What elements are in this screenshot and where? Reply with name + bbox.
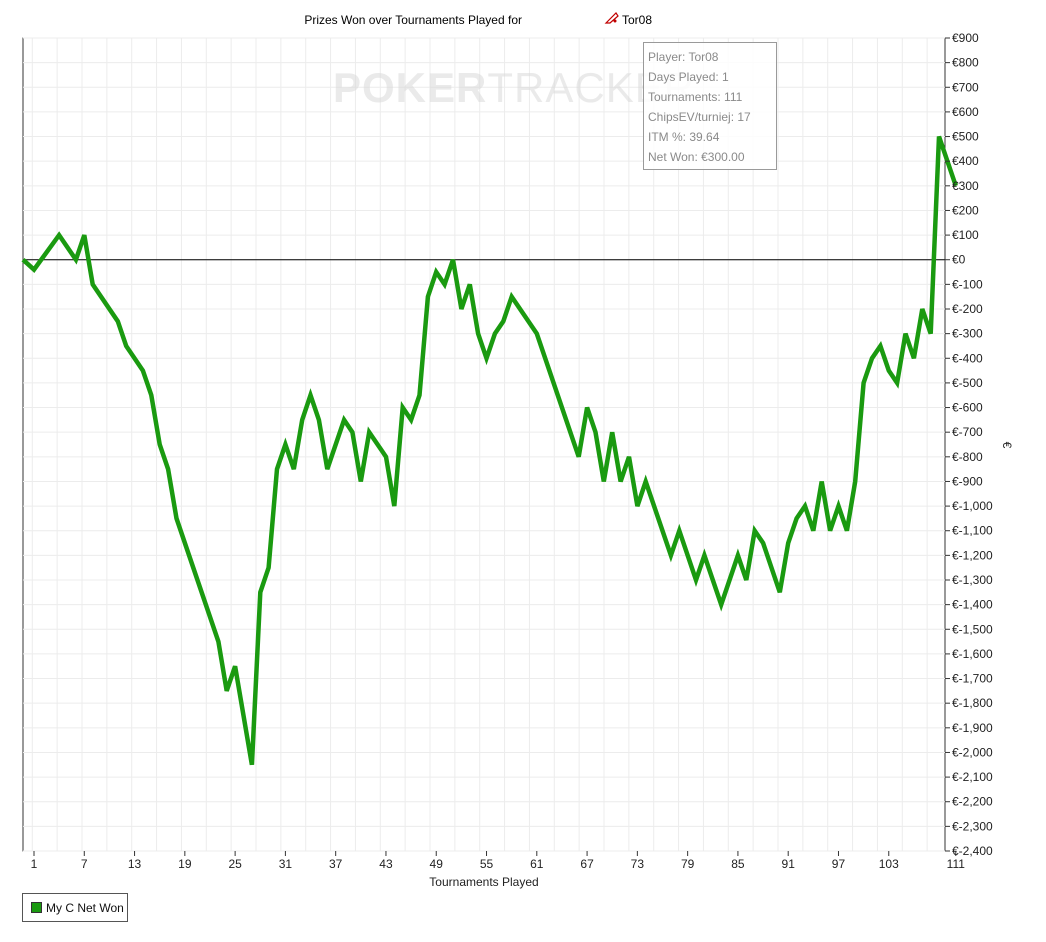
x-tick-label: 85 — [731, 857, 745, 871]
y-tick-label: €0 — [952, 253, 966, 267]
chart-title-player: Tor08 — [622, 13, 652, 27]
y-tick-label: €-900 — [952, 474, 983, 488]
y-tick-label: €-600 — [952, 401, 983, 415]
grid — [23, 37, 945, 852]
x-tick-label: 13 — [128, 857, 142, 871]
y-tick-label: €-1,500 — [952, 622, 993, 636]
y-tick-label: €-500 — [952, 376, 983, 390]
x-tick-label: 31 — [279, 857, 293, 871]
x-tick-label: 103 — [879, 857, 899, 871]
y-tick-label: €900 — [952, 31, 979, 45]
x-tick-label: 73 — [631, 857, 645, 871]
y-tick-label: €-2,100 — [952, 770, 993, 784]
legend-swatch — [31, 902, 42, 913]
x-tick-label: 55 — [480, 857, 494, 871]
y-tick-label: €-400 — [952, 351, 983, 365]
y-tick-label: €-1,900 — [952, 721, 993, 735]
y-tick-label: €700 — [952, 80, 979, 94]
x-tick-label: 1 — [31, 857, 38, 871]
y-axis-title: € — [1000, 442, 1014, 449]
y-tick-label: €-1,100 — [952, 524, 993, 538]
y-tick-label: €-800 — [952, 450, 983, 464]
stats-player: Player: Tor08 — [648, 50, 719, 64]
y-tick-label: €600 — [952, 105, 979, 119]
y-tick-label: €100 — [952, 228, 979, 242]
y-tick-label: €-2,300 — [952, 819, 993, 833]
x-tick-label: 49 — [430, 857, 444, 871]
y-tick-label: €-1,800 — [952, 696, 993, 710]
x-tick-label: 111 — [947, 857, 966, 871]
y-tick-label: €-2,400 — [952, 844, 993, 858]
x-tick-label: 97 — [832, 857, 846, 871]
stats-tournaments: Tournaments: 111 — [648, 90, 743, 104]
y-tick-label: €-1,300 — [952, 573, 993, 587]
plot-area — [22, 37, 946, 852]
x-tick-label: 61 — [530, 857, 544, 871]
y-tick-label: €-1,600 — [952, 647, 993, 661]
y-tick-label: €-100 — [952, 277, 983, 291]
y-tick-label: €300 — [952, 179, 979, 193]
y-tick-label: €-200 — [952, 302, 983, 316]
stats-net-won: Net Won: €300.00 — [648, 150, 745, 164]
pokertracker-watermark: POKERTRACKER — [333, 64, 696, 111]
y-axis: €900 €800 €700 €600 €500 €400 €300 €200 €100 €0 €-… — [945, 31, 993, 858]
stats-tooltip: Player: Tor08 Days Played: 1 Tournaments… — [643, 42, 777, 170]
stats-chips-ev: ChipsEV/turniej: 17 — [648, 110, 751, 124]
legend: My C Net Won — [22, 893, 128, 922]
y-tick-label: €-1,400 — [952, 598, 993, 612]
y-tick-label: €-1,000 — [952, 499, 993, 513]
x-tick-label: 25 — [228, 857, 242, 871]
y-tick-label: €800 — [952, 56, 979, 70]
x-tick-label: 91 — [782, 857, 796, 871]
series-line — [21, 135, 958, 766]
x-tick-label: 19 — [178, 857, 192, 871]
series-layer — [21, 135, 958, 766]
y-tick-label: €-1,700 — [952, 672, 993, 686]
x-tick-label: 43 — [379, 857, 393, 871]
x-tick-label: 37 — [329, 857, 343, 871]
legend-label: My C Net Won — [46, 900, 124, 915]
y-tick-label: €-2,200 — [952, 795, 993, 809]
x-tick-label: 7 — [81, 857, 88, 871]
y-tick-label: €400 — [952, 154, 979, 168]
y-tick-label: €-300 — [952, 327, 983, 341]
x-axis-title: Tournaments Played — [429, 875, 538, 889]
y-tick-label: €-2,000 — [952, 745, 993, 759]
chart-title: Prizes Won over Tournaments Played for — [304, 13, 522, 27]
x-axis: 1 7 13 19 25 31 37 43 49 55 61 67 73 79 85 91 97 103 111 — [31, 851, 966, 871]
player-icon — [604, 12, 619, 24]
x-tick-label: 67 — [580, 857, 594, 871]
y-tick-label: €-700 — [952, 425, 983, 439]
y-tick-label: €200 — [952, 203, 979, 217]
x-tick-label: 79 — [681, 857, 695, 871]
stats-days-played: Days Played: 1 — [648, 70, 729, 84]
stats-itm: ITM %: 39.64 — [648, 130, 720, 144]
y-tick-label: €500 — [952, 130, 979, 144]
y-tick-label: €-1,200 — [952, 548, 993, 562]
